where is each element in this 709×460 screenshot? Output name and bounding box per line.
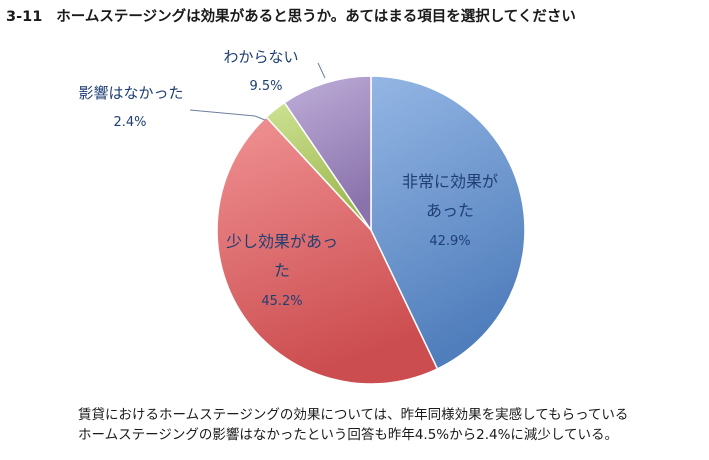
chart-title-number: 3-11 xyxy=(6,9,43,25)
slice-value-4: 9.5% xyxy=(249,79,282,94)
slice-value-3: 2.4% xyxy=(113,115,146,130)
slice-label-1-line-1: 非常に効果が xyxy=(402,172,498,191)
slice-label-3: 影響はなかった xyxy=(78,84,183,102)
pie-slice-2 xyxy=(216,116,439,385)
slice-label-2-line-1: 少し効果があっ xyxy=(226,232,338,251)
pie-slice-1 xyxy=(370,75,526,370)
chart-caption: 賃貸におけるホームステージングの効果については、昨年同様効果を実感してもらってい… xyxy=(78,405,628,445)
caption-line-1: 賃貸におけるホームステージングの効果については、昨年同様効果を実感してもらってい… xyxy=(78,407,629,423)
slice-label-4: わからない xyxy=(223,48,298,66)
leader-line-4 xyxy=(317,62,326,79)
slice-value-1: 42.9% xyxy=(429,234,470,249)
pie-slice-4 xyxy=(283,75,372,233)
slice-label-1-line-2: あった xyxy=(426,201,474,220)
leader-line-3 xyxy=(189,109,266,121)
slice-label-2-line-2: た xyxy=(274,261,290,280)
chart-title-text: ホームステージングは効果があると思うか。あてはまる項目を選択してください xyxy=(56,9,576,25)
caption-line-2: ホームステージングの影響はなかったという回答も昨年4.5%から2.4%に減少して… xyxy=(78,427,619,443)
chart-title: 3-11 ホームステージングは効果があると思うか。あてはまる項目を選択してください xyxy=(6,5,576,26)
slice-value-2: 45.2% xyxy=(261,294,302,309)
